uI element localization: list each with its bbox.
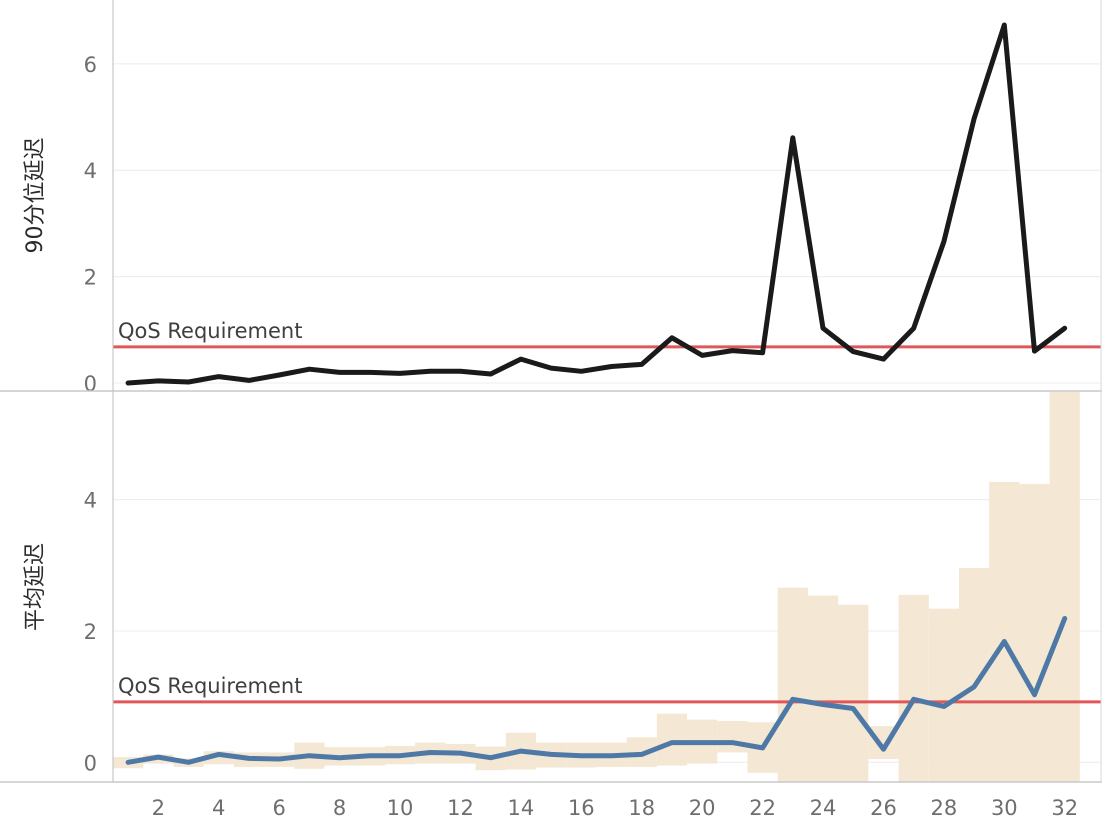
latency-band [656,713,688,766]
y-tick-label: 4 [84,489,97,513]
x-tick-label: 24 [810,796,837,820]
latency-band [898,594,929,782]
y-tick-label: 6 [84,53,97,77]
latency-band [807,595,839,782]
y-tick-labels: 0 2 4 6 [84,53,97,396]
latency-band [1019,483,1050,782]
qos-reference: QoS Requirement [113,319,1101,349]
y-axis-title: 平均延迟 [23,543,48,631]
x-tick-label: 8 [333,796,346,820]
x-tick-label: 2 [152,796,165,820]
series-line [125,616,1068,765]
x-tick-label: 26 [870,796,897,820]
latency-band [1049,392,1080,782]
x-tick-label: 20 [689,796,716,820]
qos-requirement-label: QoS Requirement [118,674,302,698]
qos-reference: QoS Requirement [113,674,1101,704]
x-tick-label: 18 [628,796,655,820]
x-tick-label: 6 [272,796,285,820]
latency-band [928,608,959,782]
series-lines [125,616,1068,765]
latency-bands [113,392,1080,782]
y-tick-label: 0 [84,372,97,396]
y-tick-label: 2 [84,266,97,290]
y-tick-label: 4 [84,159,97,183]
qos-requirement-label: QoS Requirement [118,319,302,343]
latency-band [777,587,808,782]
latency-band [989,481,1020,782]
x-tick-labels: 2 4 6 8 10 12 14 16 18 20 22 24 26 28 30 32 [152,796,1078,820]
y-gridlines [113,63,1101,384]
panel-avg-latency: QoS Requirement 0 2 4 平均延迟 [23,392,1101,782]
x-tick-label: 14 [508,796,535,820]
x-tick-label: 32 [1051,796,1078,820]
y-tick-labels: 0 2 4 [84,489,97,776]
x-tick-label: 12 [447,796,474,820]
x-tick-label: 30 [991,796,1018,820]
y-axis-title: 90分位延迟 [23,138,48,254]
series-lines [125,22,1068,386]
x-tick-label: 4 [212,796,225,820]
y-tick-label: 2 [84,620,97,644]
series-line [125,22,1068,386]
y-tick-label: 0 [84,751,97,775]
x-tick-label: 22 [749,796,776,820]
latency-band [717,720,748,753]
x-tick-label: 28 [931,796,958,820]
latency-band [838,604,869,782]
x-tick-label: 10 [387,796,414,820]
x-tick-label: 16 [568,796,595,820]
panel-p90-latency: QoS Requirement 0 2 4 6 90分位延迟 [23,22,1101,396]
